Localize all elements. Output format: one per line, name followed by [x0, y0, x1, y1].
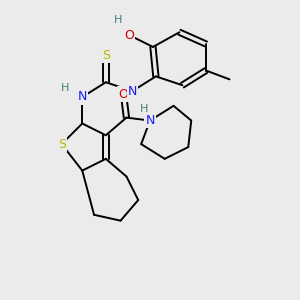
Text: N: N [145, 114, 155, 127]
Text: O: O [124, 29, 134, 42]
Text: H: H [113, 15, 122, 26]
Text: H: H [60, 83, 69, 93]
Text: S: S [58, 138, 66, 151]
Text: O: O [118, 88, 128, 100]
Text: H: H [140, 104, 148, 114]
Text: S: S [102, 49, 110, 62]
Text: N: N [78, 91, 87, 103]
Text: N: N [128, 85, 137, 98]
